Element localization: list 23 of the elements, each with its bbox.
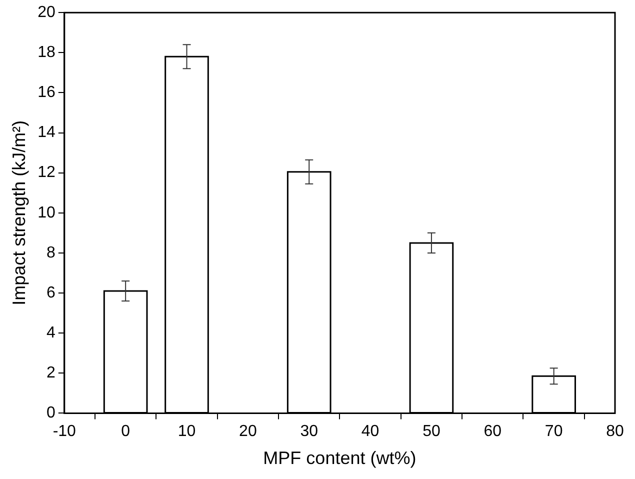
y-tick-label: 16 <box>38 84 56 102</box>
y-tick-label: 20 <box>38 4 56 22</box>
x-tick-label: 10 <box>178 423 196 440</box>
y-tick-label: 6 <box>46 284 56 302</box>
y-axis-title: Impact strength (kJ/m²) <box>8 120 29 306</box>
x-tick-label: 0 <box>121 423 130 440</box>
x-tick-label: 80 <box>606 423 624 440</box>
x-tick-label: 20 <box>239 423 257 440</box>
y-tick-label: 18 <box>38 44 56 62</box>
x-tick-label: -10 <box>52 423 76 440</box>
y-tick-label: 8 <box>46 244 56 262</box>
x-tick-label: 30 <box>300 423 318 440</box>
x-axis-title: MPF content (wt%) <box>263 448 416 468</box>
x-tick-label: 50 <box>422 423 440 440</box>
y-tick-label: 12 <box>38 164 56 182</box>
x-tick-label: 70 <box>544 423 563 440</box>
y-tick-label: 0 <box>46 404 56 422</box>
x-tick-label: 60 <box>484 423 502 440</box>
y-tick-label: 4 <box>46 324 56 342</box>
y-tick-label: 2 <box>46 364 56 382</box>
x-tick-label: 40 <box>361 423 380 440</box>
y-tick-label: 14 <box>38 124 56 142</box>
y-tick-label: 10 <box>38 204 56 222</box>
